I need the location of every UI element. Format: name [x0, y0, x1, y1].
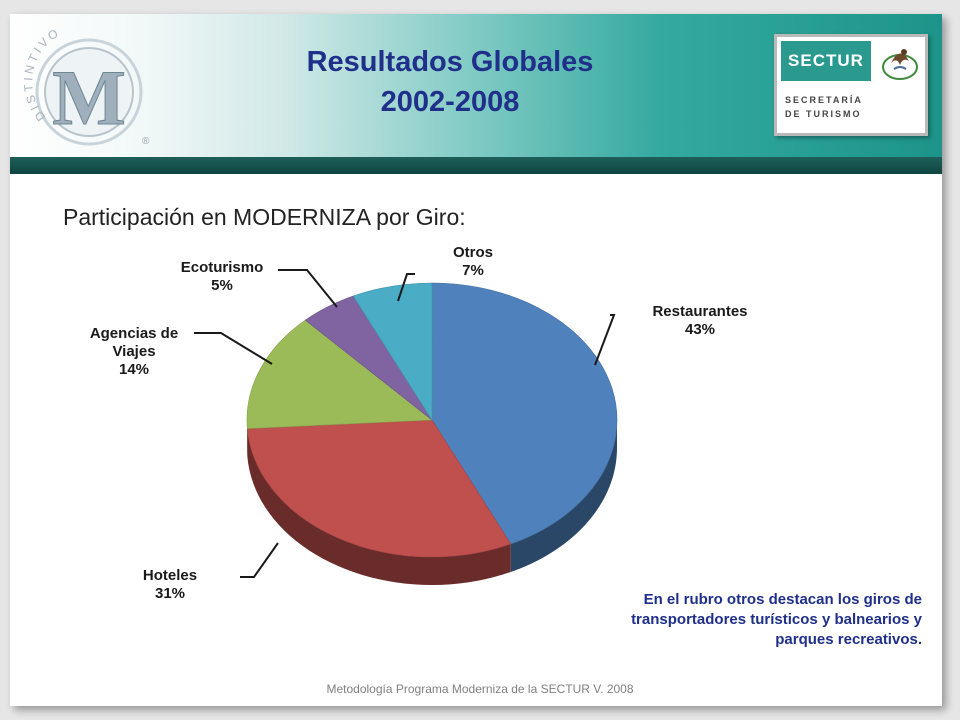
distintivo-m-logo: DISTINTIVO M ®	[24, 25, 150, 147]
leader-line-otros	[397, 273, 415, 302]
sectur-logo: SECTUR SECRETARÍA DE TURISMO	[774, 34, 928, 136]
pie-side-hoteles	[247, 428, 511, 585]
note-line1: En el rubro otros destacan los giros de	[643, 591, 922, 608]
page-title-years: 2002-2008	[380, 86, 520, 118]
slide: DISTINTIVO M ® Resultados Globales 2002-…	[10, 14, 942, 706]
pie-slice-agencias-de-viajes	[246, 319, 433, 429]
svg-text:®: ®	[142, 136, 150, 147]
leader-line-ecoturismo	[278, 269, 338, 308]
slice-label-ecoturismo: Ecoturismo	[181, 259, 264, 276]
leader-line-restaurantes	[594, 314, 616, 366]
pie-slice-restaurantes	[431, 282, 618, 545]
leader-line-hoteles	[240, 542, 279, 578]
pie-slice-hoteles	[247, 419, 512, 558]
slice-label-agencias-de-viajes-1: Agencias de	[90, 325, 178, 342]
sectur-line2: DE TURISMO	[785, 109, 862, 119]
slice-value-otros: 7%	[462, 262, 484, 279]
slice-label-otros: Otros	[453, 244, 493, 261]
note-line3: parques recreativos.	[775, 631, 922, 648]
sectur-brand: SECTUR	[781, 41, 871, 81]
slice-value-hoteles: 31%	[155, 585, 185, 602]
header-stripe	[10, 157, 942, 174]
chart-subtitle: Participación en MODERNIZA por Giro:	[63, 204, 466, 230]
slice-value-restaurantes: 43%	[685, 321, 715, 338]
slice-label-agencias-de-viajes-2: Viajes	[112, 343, 155, 360]
pie-side-restaurantes	[510, 420, 617, 572]
logo-m-letter: M	[52, 54, 126, 141]
slice-value-ecoturismo: 5%	[211, 277, 233, 294]
page-title: Resultados Globales	[306, 46, 594, 78]
sectur-line1: SECRETARÍA	[785, 95, 863, 105]
leader-line-agencias-de-viajes	[194, 332, 273, 365]
slice-label-hoteles: Hoteles	[143, 567, 197, 584]
pie-slice-otros	[352, 282, 433, 422]
note-text: En el rubro otros destacan los giros de …	[530, 590, 922, 650]
mexican-eagle-crest-icon	[882, 49, 918, 80]
note-line2: transportadores turísticos y balnearios …	[631, 611, 922, 628]
slice-label-restaurantes: Restaurantes	[652, 303, 747, 320]
slice-value-agencias-de-viajes: 14%	[119, 361, 149, 378]
footer-text: Metodología Programa Moderniza de la SEC…	[326, 682, 634, 696]
